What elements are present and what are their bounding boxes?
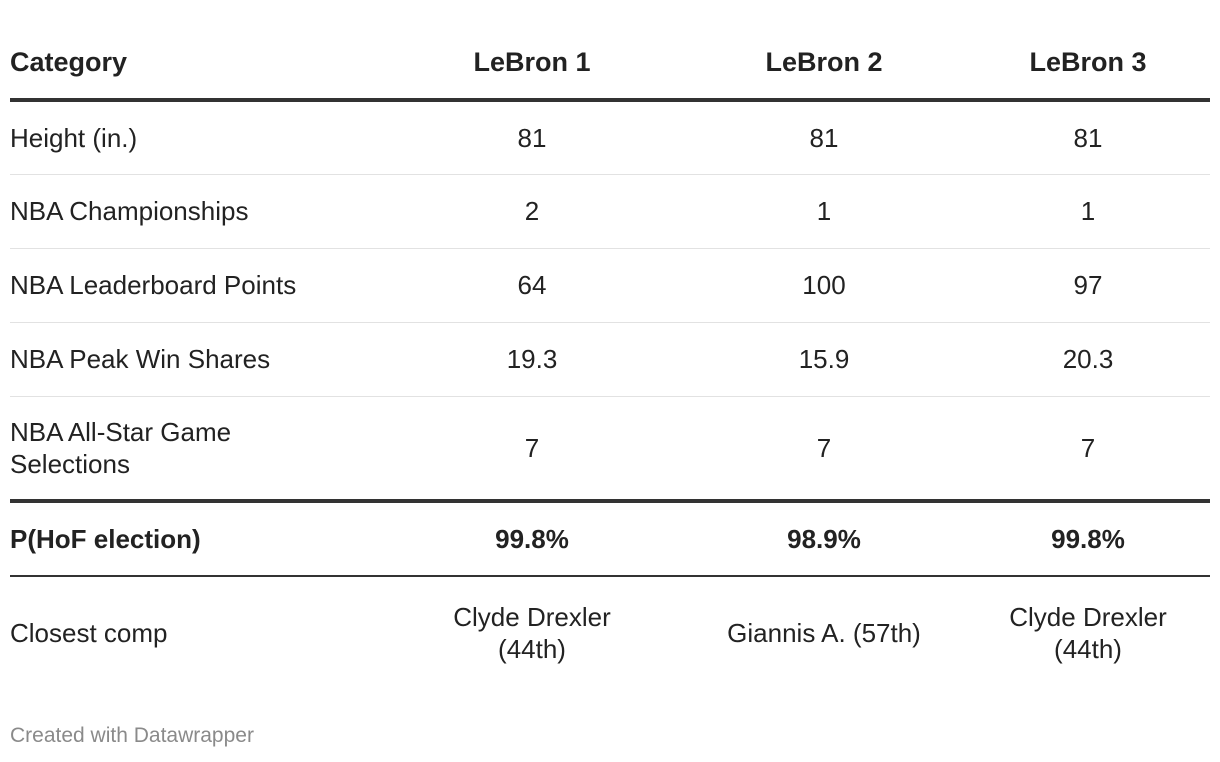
table-row-closest-comp: Closest comp Clyde Drexler (44th) Gianni… xyxy=(10,576,1210,688)
table-cell: 81 xyxy=(382,100,682,175)
table-cell: 1 xyxy=(682,174,966,249)
table-cell: 7 xyxy=(966,396,1210,503)
row-label: Closest comp xyxy=(10,617,168,648)
table-row-all-star-selections: NBA All-Star Game Selections 7 7 7 xyxy=(10,396,1210,503)
table-cell: Clyde Drexler (44th) xyxy=(1009,601,1167,664)
table-row-leaderboard-points: NBA Leaderboard Points 64 100 97 xyxy=(10,248,1210,323)
table-cell: 7 xyxy=(682,396,966,503)
table-cell: 15.9 xyxy=(682,322,966,397)
table-cell: 81 xyxy=(966,100,1210,175)
header-row: Category LeBron 1 LeBron 2 LeBron 3 xyxy=(10,26,1210,102)
table-cell: 98.9% xyxy=(682,501,966,577)
table-row-hof-probability: P(HoF election) 99.8% 98.9% 99.8% xyxy=(10,501,1210,577)
table-cell: 19.3 xyxy=(382,322,682,397)
table-cell: 1 xyxy=(966,174,1210,249)
column-header-lebron-1: LeBron 1 xyxy=(382,26,682,102)
table-cell: 99.8% xyxy=(382,501,682,577)
table-cell: 97 xyxy=(966,248,1210,323)
table-cell: 64 xyxy=(382,248,682,323)
table-cell: 100 xyxy=(682,248,966,323)
table-cell: 7 xyxy=(382,396,682,503)
table-cell: 99.8% xyxy=(966,501,1210,577)
table-cell: 20.3 xyxy=(966,322,1210,397)
row-label: Height (in.) xyxy=(10,100,382,175)
table-cell: 2 xyxy=(382,174,682,249)
table-cell: Clyde Drexler (44th) xyxy=(453,601,611,664)
row-label: NBA Peak Win Shares xyxy=(10,322,382,397)
row-label: NBA All-Star Game Selections xyxy=(10,396,382,503)
table-row-height: Height (in.) 81 81 81 xyxy=(10,100,1210,175)
column-header-lebron-3: LeBron 3 xyxy=(966,26,1210,102)
table-cell: 81 xyxy=(682,100,966,175)
comparison-table-container: Category LeBron 1 LeBron 2 LeBron 3 Heig… xyxy=(10,26,1210,688)
comparison-table: Category LeBron 1 LeBron 2 LeBron 3 Heig… xyxy=(10,26,1210,688)
column-header-lebron-2: LeBron 2 xyxy=(682,26,966,102)
datawrapper-credit: Created with Datawrapper xyxy=(10,724,254,747)
table-cell: Giannis A. (57th) xyxy=(727,617,921,648)
table-row-peak-win-shares: NBA Peak Win Shares 19.3 15.9 20.3 xyxy=(10,322,1210,397)
row-label: P(HoF election) xyxy=(10,501,382,577)
column-header-category: Category xyxy=(10,26,382,102)
row-label: NBA Championships xyxy=(10,174,382,249)
row-label: NBA Leaderboard Points xyxy=(10,248,382,323)
table-row-championships: NBA Championships 2 1 1 xyxy=(10,174,1210,249)
